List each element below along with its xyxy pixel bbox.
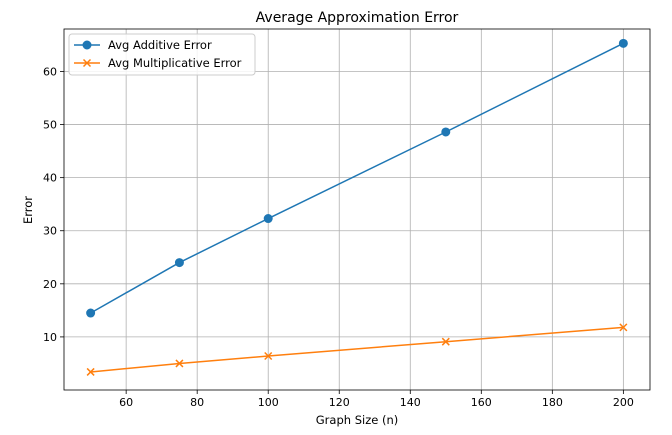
data-point-1	[175, 359, 184, 368]
y-tick-label: 30	[43, 225, 57, 238]
y-tick-label: 60	[43, 65, 57, 78]
legend-label-1: Avg Multiplicative Error	[108, 56, 242, 70]
x-tick-label: 100	[258, 396, 279, 409]
plot-area	[64, 29, 650, 390]
legend-marker-0	[82, 40, 92, 50]
data-point-1	[86, 367, 95, 376]
x-tick-label: 200	[613, 396, 634, 409]
y-tick-label: 50	[43, 119, 57, 132]
data-point-0	[441, 127, 451, 137]
x-axis-ticks: 60 80 100 120 140 160 180 200	[119, 390, 634, 409]
plot-frame	[63, 28, 651, 391]
y-tick-label: 40	[43, 172, 57, 185]
data-point-0	[174, 258, 184, 268]
y-tick-label: 10	[43, 331, 57, 344]
x-tick-label: 180	[542, 396, 563, 409]
x-tick-label: 60	[119, 396, 133, 409]
legend-label-0: Avg Additive Error	[108, 38, 212, 52]
x-tick-label: 160	[471, 396, 492, 409]
x-axis-label: Graph Size (n)	[316, 413, 398, 427]
chart-title: Average Approximation Error	[256, 10, 459, 26]
data-point-0	[618, 38, 628, 48]
x-tick-label: 80	[190, 396, 204, 409]
y-tick-label: 20	[43, 278, 57, 291]
data-point-0	[86, 308, 96, 318]
legend-box	[68, 33, 256, 76]
x-tick-label: 120	[329, 396, 350, 409]
y-axis-label: Error	[21, 196, 35, 224]
data-point-1	[441, 337, 450, 346]
data-point-1	[619, 323, 628, 332]
data-point-1	[264, 351, 273, 361]
legend-marker-1	[82, 58, 92, 68]
y-axis-ticks: 10 20 30 40 50 60	[43, 65, 64, 344]
grid	[64, 29, 650, 390]
data-point-0	[263, 214, 273, 224]
series-group	[86, 38, 628, 376]
x-tick-label: 140	[400, 396, 421, 409]
legend: Avg Additive Error Avg Multiplicative Err…	[68, 33, 256, 76]
